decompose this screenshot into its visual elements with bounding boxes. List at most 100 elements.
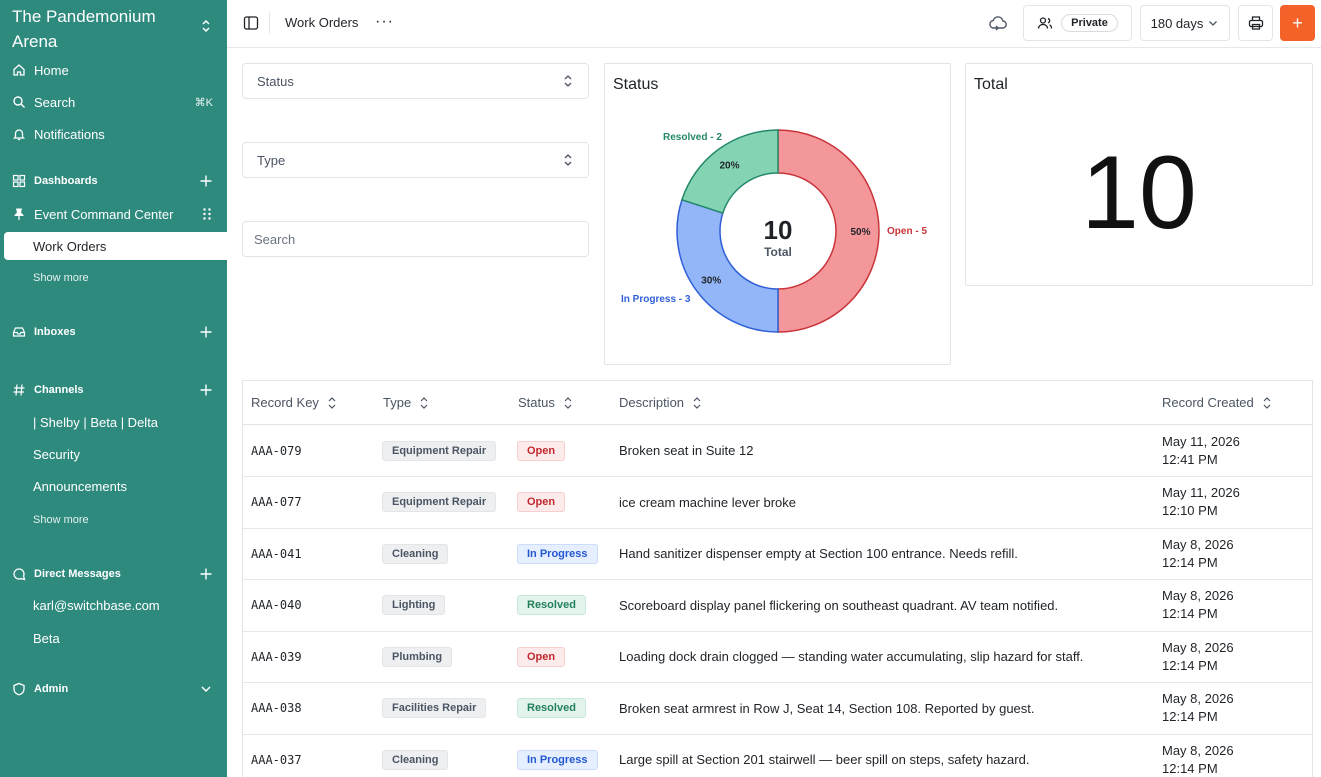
search-shortcut: ⌘K xyxy=(194,96,213,109)
nav-work-orders[interactable]: Work Orders xyxy=(4,232,227,260)
show-more-dashboards[interactable]: Show more xyxy=(33,272,89,284)
add-dashboard-plus-icon[interactable] xyxy=(199,174,213,188)
status-badge: In Progress xyxy=(517,749,598,770)
status-cell: In Progress xyxy=(517,528,598,579)
record-key-cell[interactable]: AAA-040 xyxy=(251,598,302,612)
section-inboxes-label: Inboxes xyxy=(34,326,76,338)
channel-item[interactable]: | Shelby | Beta | Delta xyxy=(33,414,159,430)
sort-icon xyxy=(420,396,428,409)
type-tag: Plumbing xyxy=(382,646,453,667)
section-inboxes[interactable]: Inboxes xyxy=(4,320,227,344)
section-channels-label: Channels xyxy=(34,384,84,396)
add-inbox-plus-icon[interactable] xyxy=(199,325,213,339)
record-created-cell: May 8, 2026 12:14 PM xyxy=(1162,683,1234,734)
table-row[interactable]: AAA-040 Lighting Resolved Scoreboard displa… xyxy=(243,580,1312,632)
visibility-button[interactable]: Private xyxy=(1023,5,1132,41)
description-cell: ice cream machine lever broke xyxy=(619,494,797,510)
type-cell: Cleaning xyxy=(382,734,449,777)
type-cell: Cleaning xyxy=(382,528,449,579)
nav-event-command-center[interactable]: Event Command Center xyxy=(4,200,227,228)
record-created-cell: May 8, 2026 12:14 PM xyxy=(1162,580,1234,631)
search-icon xyxy=(12,95,26,109)
table-row[interactable]: AAA-077 Equipment Repair Open ice cream mac… xyxy=(243,477,1312,529)
column-header-description[interactable]: Description xyxy=(619,381,702,424)
section-dashboards[interactable]: Dashboards xyxy=(4,169,227,193)
created-time: 12:41 PM xyxy=(1162,451,1218,467)
column-header-type[interactable]: Type xyxy=(383,381,429,424)
column-header-label: Record Created xyxy=(1162,395,1254,410)
status-badge: Open xyxy=(517,646,566,667)
section-direct-messages[interactable]: Direct Messages xyxy=(4,562,227,586)
column-header-record-created[interactable]: Record Created xyxy=(1162,381,1272,424)
created-date: May 11, 2026 xyxy=(1162,433,1240,449)
record-key-cell[interactable]: AAA-038 xyxy=(251,701,302,715)
work-orders-table: Record Key Type Status Description Recor… xyxy=(242,380,1313,777)
donut-slice-label: In Progress - 3 xyxy=(621,294,691,305)
record-key-cell[interactable]: AAA-079 xyxy=(251,443,302,458)
nav-home[interactable]: Home xyxy=(4,56,227,84)
sort-icon xyxy=(564,396,572,409)
pin-icon xyxy=(12,207,26,221)
dm-item[interactable]: Beta xyxy=(33,630,60,646)
date-range-select[interactable]: 180 days xyxy=(1140,5,1230,41)
add-record-button[interactable]: + xyxy=(1280,5,1315,41)
record-created-cell: May 11, 2026 12:41 PM xyxy=(1162,425,1240,476)
nav-home-label: Home xyxy=(34,62,69,78)
status-filter-label: Status xyxy=(257,73,294,89)
table-row[interactable]: AAA-079 Equipment Repair Open Broken seat i… xyxy=(243,425,1312,477)
record-key-cell[interactable]: AAA-041 xyxy=(251,546,302,561)
cloud-sync-icon[interactable] xyxy=(987,13,1009,33)
workspace-name[interactable]: The Pandemonium Arena xyxy=(12,7,156,51)
status-cell: Open xyxy=(517,477,566,528)
search-input[interactable] xyxy=(242,221,589,257)
show-more-channels[interactable]: Show more xyxy=(33,514,89,526)
column-header-record-key[interactable]: Record Key xyxy=(251,381,337,424)
chevron-up-down-icon[interactable] xyxy=(198,18,214,34)
section-direct-messages-label: Direct Messages xyxy=(34,568,121,580)
donut-slice-in-progress[interactable] xyxy=(676,198,779,333)
more-options-icon[interactable]: ··· xyxy=(375,13,394,30)
column-header-status[interactable]: Status xyxy=(518,381,573,424)
type-tag: Equipment Repair xyxy=(382,492,497,512)
type-filter-select[interactable]: Type xyxy=(242,142,589,178)
donut-slice-open[interactable] xyxy=(777,129,880,333)
drag-handle-icon[interactable] xyxy=(201,207,213,221)
record-key-cell[interactable]: AAA-077 xyxy=(251,495,302,509)
total-card: Total 10 xyxy=(965,63,1313,286)
dm-item[interactable]: karl@switchbase.com xyxy=(33,597,160,613)
column-header-label: Status xyxy=(518,395,555,410)
sort-icon xyxy=(693,396,701,409)
print-button[interactable] xyxy=(1238,5,1273,41)
column-header-label: Type xyxy=(383,395,412,410)
nav-notifications[interactable]: Notifications xyxy=(4,120,227,148)
description-cell: Hand sanitizer dispenser empty at Sectio… xyxy=(619,546,1018,561)
sort-icon xyxy=(1263,396,1271,409)
section-channels[interactable]: Channels xyxy=(4,378,227,402)
donut-slice-percent: 30% xyxy=(701,275,721,286)
chevron-down-icon[interactable] xyxy=(199,682,213,696)
chat-bubble-icon xyxy=(12,567,26,581)
table-row[interactable]: AAA-037 Cleaning In Progress Large spill at… xyxy=(243,734,1312,777)
table-row[interactable]: AAA-038 Facilities Repair Resolved Broken s… xyxy=(243,683,1312,735)
table-row[interactable]: AAA-041 Cleaning In Progress Hand sanitizer… xyxy=(243,528,1312,580)
donut-slice-resolved[interactable] xyxy=(680,129,779,215)
status-filter-select[interactable]: Status xyxy=(242,63,589,99)
record-key-cell[interactable]: AAA-037 xyxy=(251,752,302,767)
sidebar-toggle-icon[interactable] xyxy=(243,15,259,31)
type-tag: Equipment Repair xyxy=(382,440,497,461)
table-row[interactable]: AAA-039 Plumbing Open Loading dock drain cl… xyxy=(243,631,1312,683)
add-dm-plus-icon[interactable] xyxy=(199,567,213,581)
section-admin[interactable]: Admin xyxy=(4,677,227,701)
status-badge: Resolved xyxy=(517,595,586,615)
status-badge: Resolved xyxy=(517,698,586,718)
status-badge: Open xyxy=(517,440,566,461)
channel-item[interactable]: Security xyxy=(33,446,80,462)
add-channel-plus-icon[interactable] xyxy=(199,383,213,397)
record-key-cell[interactable]: AAA-039 xyxy=(251,649,302,664)
topbar-divider xyxy=(269,12,270,34)
record-created-cell: May 8, 2026 12:14 PM xyxy=(1162,631,1234,682)
type-tag: Facilities Repair xyxy=(382,698,487,718)
channel-item[interactable]: Announcements xyxy=(33,478,127,494)
hash-icon xyxy=(12,383,26,397)
nav-search[interactable]: Search ⌘K xyxy=(4,88,227,116)
